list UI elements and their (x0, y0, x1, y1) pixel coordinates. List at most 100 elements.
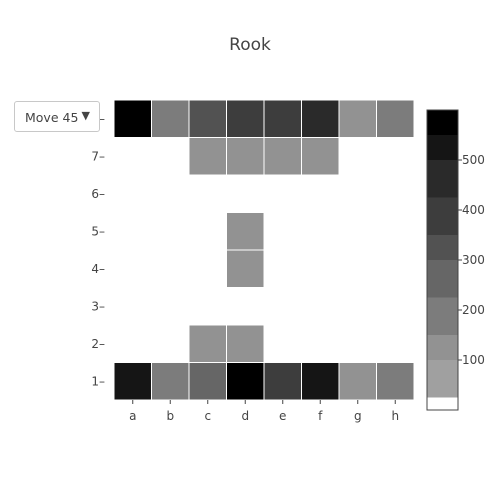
x-tick-label: b (166, 409, 174, 423)
colorbar-band (427, 197, 458, 235)
heatmap-cell-g2 (339, 325, 377, 363)
heatmap-cell-e8 (263, 99, 302, 138)
heatmap-cell-f4 (301, 250, 339, 288)
heatmap-cell-e1 (263, 362, 302, 401)
heatmap-cell-f3 (301, 287, 339, 325)
colorbar-band (427, 335, 458, 360)
colorbar-tick-label: 400 (462, 203, 485, 217)
heatmap-cell-f5 (301, 212, 339, 250)
heatmap-cell-c1 (188, 362, 227, 401)
heatmap-cell-c8 (188, 99, 227, 138)
colorbar: 100 200 300 400 500 (426, 109, 485, 411)
heatmap-cell-b4 (151, 250, 189, 288)
heatmap-cell-h7 (376, 137, 414, 175)
x-tick-label: f (318, 409, 323, 423)
heatmap-cells (113, 99, 415, 401)
heatmap-cell-h5 (376, 212, 414, 250)
x-tick-label: e (279, 409, 286, 423)
chevron-down-icon: ▼ (81, 109, 90, 122)
y-tick-label: 5– (91, 224, 105, 238)
heatmap-cell-f1 (301, 362, 340, 401)
heatmap-cell-e7 (263, 137, 302, 176)
move-dropdown-label: Move 45 (25, 110, 79, 125)
y-tick-label: 1– (91, 374, 105, 388)
heatmap-cell-b6 (151, 175, 189, 213)
colorbar-band (427, 160, 458, 198)
heatmap-cell-c6 (189, 175, 227, 213)
heatmap-cell-g1 (338, 362, 377, 401)
heatmap-cell-d4 (226, 249, 265, 288)
heatmap-cell-g4 (339, 250, 377, 288)
heatmap-cell-d6 (226, 175, 264, 213)
heatmap-cell-a3 (114, 287, 152, 325)
y-tick-label: 2– (91, 337, 105, 351)
heatmap-cell-d7 (226, 137, 265, 176)
heatmap-cell-c5 (189, 212, 227, 250)
heatmap-cell-b7 (151, 137, 189, 175)
y-tick-label: 6– (91, 187, 105, 201)
heatmap-cell-a1 (113, 362, 152, 401)
heatmap-cell-h2 (376, 325, 414, 363)
y-tick-label: 7– (91, 149, 105, 163)
colorbar-tick-label: 100 (462, 353, 485, 367)
x-tick-label: c (204, 409, 211, 423)
chart-title: Rook (229, 35, 271, 55)
heatmap-cell-a2 (114, 325, 152, 363)
heatmap-cell-a7 (114, 137, 152, 175)
heatmap-cell-b3 (151, 287, 189, 325)
colorbar-band (427, 110, 458, 135)
heatmap-cell-g7 (339, 137, 377, 175)
heatmap-cell-g8 (338, 99, 377, 138)
x-tick-label: g (354, 409, 362, 423)
colorbar-band (427, 360, 458, 398)
colorbar-band (427, 135, 458, 160)
heatmap-cell-a5 (114, 212, 152, 250)
heatmap-cell-d2 (226, 324, 265, 363)
heatmap-cell-e5 (264, 212, 302, 250)
heatmap-cell-a4 (114, 250, 152, 288)
y-axis-ticks: 1–2–3–4–5–6–7–8– (91, 112, 105, 389)
heatmap-cell-h4 (376, 250, 414, 288)
colorbar-band (427, 297, 458, 335)
heatmap-cell-a6 (114, 175, 152, 213)
heatmap-cell-e3 (264, 287, 302, 325)
heatmap-cell-b1 (151, 362, 190, 401)
heatmap-cell-b8 (151, 99, 190, 138)
heatmap-cell-b5 (151, 212, 189, 250)
heatmap-cell-g3 (339, 287, 377, 325)
colorbar-band (427, 260, 458, 298)
x-tick-label: a (129, 409, 136, 423)
heatmap-cell-g6 (339, 175, 377, 213)
heatmap-cell-d8 (226, 99, 265, 138)
heatmap-cell-h8 (376, 99, 415, 138)
colorbar-tick-label: 200 (462, 303, 485, 317)
x-tick-label: d (241, 409, 249, 423)
x-axis-ticks: a b c d e f g h (129, 400, 399, 423)
x-tick-label: h (391, 409, 399, 423)
heatmap-cell-c7 (188, 137, 227, 176)
heatmap-cell-d1 (226, 362, 265, 401)
heatmap-cell-e2 (264, 325, 302, 363)
heatmap-cell-e4 (264, 250, 302, 288)
heatmap-cell-d5 (226, 212, 265, 251)
heatmap-cell-g5 (339, 212, 377, 250)
heatmap-cell-h1 (376, 362, 415, 401)
move-dropdown[interactable]: Move 45 ▼ (14, 101, 100, 132)
y-tick-label: 4– (91, 262, 105, 276)
heatmap-cell-d3 (226, 287, 264, 325)
heatmap-cell-a8 (113, 99, 152, 138)
heatmap-cell-h6 (376, 175, 414, 213)
colorbar-band (427, 397, 458, 410)
heatmap-cell-f2 (301, 325, 339, 363)
heatmap-cell-c2 (188, 324, 227, 363)
heatmap-cell-c4 (189, 250, 227, 288)
y-tick-label: 3– (91, 299, 105, 313)
colorbar-band (427, 235, 458, 260)
heatmap-cell-e6 (264, 175, 302, 213)
heatmap-cell-c3 (189, 287, 227, 325)
heatmap-cell-f8 (301, 99, 340, 138)
colorbar-tick-label: 300 (462, 253, 485, 267)
heatmap-cell-b2 (151, 325, 189, 363)
colorbar-tick-label: 500 (462, 153, 485, 167)
